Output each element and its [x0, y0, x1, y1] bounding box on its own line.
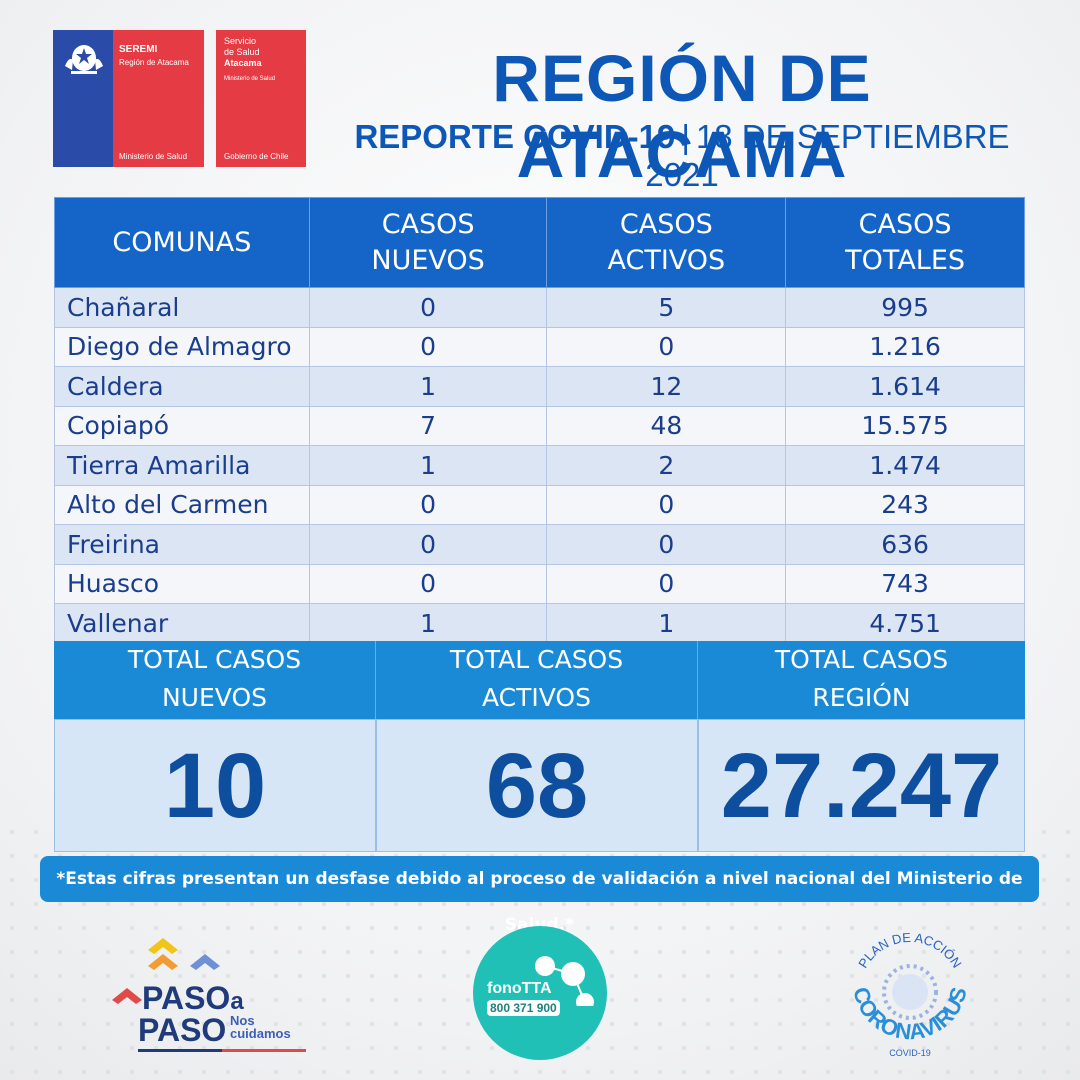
- casos-totales-cell: 743: [785, 563, 1025, 604]
- servicio-salud-logo: Servicio de Salud Atacama Ministerio de …: [216, 30, 306, 167]
- casos-activos-cell: 48: [546, 405, 787, 446]
- seremi-title: SEREMI: [119, 44, 158, 55]
- casos-activos-cell: 0: [546, 484, 787, 525]
- table-row: Diego de Almagro 0 0 1.216: [54, 326, 1025, 367]
- paso-word-2: PASO: [138, 1012, 227, 1048]
- casos-activos-cell: 1: [546, 603, 787, 644]
- comuna-cell: Chañaral: [54, 287, 310, 328]
- cases-table: COMUNAS CASOS NUEVOS CASOS ACTIVOS CASOS TO…: [54, 197, 1025, 644]
- paso-a-paso-logo: PASOa PASO Nos cuidamos: [110, 930, 310, 1055]
- table-row: Chañaral 0 5 995: [54, 287, 1025, 328]
- plan-coronavirus-logo: PLAN DE ACCIÓN CORONAVIRUS COVID-19: [843, 922, 977, 1062]
- table-row: Vallenar 1 1 4.751: [54, 603, 1025, 644]
- casos-nuevos-cell: 1: [308, 366, 548, 407]
- total-nuevos-label: TOTAL CASOS: [127, 645, 302, 674]
- seremi-logo: SEREMI Región de Atacama Ministerio de S…: [53, 30, 204, 167]
- casos-activos-cell: 0: [546, 326, 787, 367]
- servicio-line2: de Salud: [224, 47, 260, 57]
- casos-nuevos-cell: 1: [308, 603, 548, 644]
- comuna-cell: Huasco: [54, 563, 310, 604]
- separator: |: [681, 118, 690, 155]
- total-activos-value: 68: [376, 719, 698, 852]
- paso-word-1: PASO: [142, 980, 231, 1016]
- casos-totales-cell: 1.614: [785, 366, 1025, 407]
- fonotta-logo: fonoTTA 800 371 900: [473, 926, 607, 1060]
- paso-tag-2: cuidamos: [230, 1026, 291, 1041]
- virus-icon: PLAN DE ACCIÓN CORONAVIRUS COVID-19: [848, 930, 972, 1058]
- casos-nuevos-cell: 1: [308, 445, 548, 486]
- casos-nuevos-cell: 7: [308, 405, 548, 446]
- casos-totales-cell: 995: [785, 287, 1025, 328]
- casos-activos-cell: 2: [546, 445, 787, 486]
- servicio-small: Ministerio de Salud: [224, 76, 276, 82]
- seremi-subtitle: Región de Atacama: [119, 58, 189, 67]
- table-row: Tierra Amarilla 1 2 1.474: [54, 445, 1025, 486]
- table-row: Huasco 0 0 743: [54, 563, 1025, 604]
- casos-totales-cell: 1.216: [785, 326, 1025, 367]
- fono-name: fonoTTA: [487, 980, 552, 997]
- casos-totales-cell: 1.474: [785, 445, 1025, 486]
- chevrons-icon: [112, 938, 220, 1004]
- comuna-cell: Caldera: [54, 366, 310, 407]
- comuna-cell: Diego de Almagro: [54, 326, 310, 367]
- servicio-line1: Servicio: [224, 36, 257, 46]
- casos-activos-cell: 0: [546, 563, 787, 604]
- servicio-line3: Atacama: [224, 58, 262, 68]
- total-nuevos-value: 10: [54, 719, 376, 852]
- casos-activos-cell: 5: [546, 287, 787, 328]
- total-region-value: 27.247: [698, 719, 1025, 852]
- table-row: Freirina 0 0 636: [54, 524, 1025, 565]
- casos-totales-cell: 4.751: [785, 603, 1025, 644]
- table-row: Caldera 1 12 1.614: [54, 366, 1025, 407]
- chile-seal-icon: [65, 45, 103, 74]
- total-activos-label: TOTAL CASOS: [449, 645, 624, 674]
- casos-totales-cell: 636: [785, 524, 1025, 565]
- table-header-row: COMUNAS CASOS NUEVOS CASOS ACTIVOS CASOS TO…: [54, 197, 1025, 288]
- casos-nuevos-cell: 0: [308, 524, 548, 565]
- casos-nuevos-cell: 0: [308, 326, 548, 367]
- page-title: REGIÓN DE ATACAMA: [492, 41, 872, 191]
- col-header-comunas: COMUNAS: [54, 197, 310, 288]
- col-header-casos-activos: CASOS ACTIVOS: [546, 197, 787, 288]
- paso-a: a: [230, 988, 244, 1015]
- servicio-bottom: Gobierno de Chile: [224, 152, 289, 161]
- casos-nuevos-cell: 0: [308, 287, 548, 328]
- total-nuevos: TOTAL CASOS NUEVOS 10: [54, 641, 376, 852]
- paso-underline: [138, 1049, 306, 1052]
- corona-small: COVID-19: [889, 1048, 931, 1058]
- comuna-cell: Vallenar: [54, 603, 310, 644]
- total-region: TOTAL CASOS REGIÓN 27.247: [698, 641, 1025, 852]
- report-date: 18 DE SEPTIEMBRE 2021: [645, 118, 1010, 193]
- page-subtitle: REPORTE COVID-19 | 18 DE SEPTIEMBRE 2021: [322, 118, 1042, 194]
- comuna-cell: Freirina: [54, 524, 310, 565]
- casos-totales-cell: 15.575: [785, 405, 1025, 446]
- casos-activos-cell: 12: [546, 366, 787, 407]
- seremi-bottom: Ministerio de Salud: [119, 152, 188, 161]
- casos-nuevos-cell: 0: [308, 563, 548, 604]
- report-label: REPORTE COVID-19: [354, 118, 676, 155]
- comuna-cell: Tierra Amarilla: [54, 445, 310, 486]
- network-icon: [535, 956, 594, 1006]
- col-header-casos-totales: CASOS TOTALES: [785, 197, 1025, 288]
- casos-nuevos-cell: 0: [308, 484, 548, 525]
- table-row: Copiapó 7 48 15.575: [54, 405, 1025, 446]
- comuna-cell: Alto del Carmen: [54, 484, 310, 525]
- total-region-label: TOTAL CASOS: [774, 645, 949, 674]
- paso-tag-1: Nos: [230, 1013, 255, 1028]
- disclaimer-note: *Estas cifras presentan un desfase debid…: [40, 856, 1039, 935]
- fono-phone: 800 371 900: [487, 1000, 560, 1016]
- casos-activos-cell: 0: [546, 524, 787, 565]
- col-header-casos-nuevos: CASOS NUEVOS: [308, 197, 548, 288]
- casos-totales-cell: 243: [785, 484, 1025, 525]
- table-row: Alto del Carmen 0 0 243: [54, 484, 1025, 525]
- comuna-cell: Copiapó: [54, 405, 310, 446]
- totals-panel: TOTAL CASOS NUEVOS 10 TOTAL CASOS ACTIVOS …: [54, 641, 1025, 852]
- total-activos: TOTAL CASOS ACTIVOS 68: [376, 641, 698, 852]
